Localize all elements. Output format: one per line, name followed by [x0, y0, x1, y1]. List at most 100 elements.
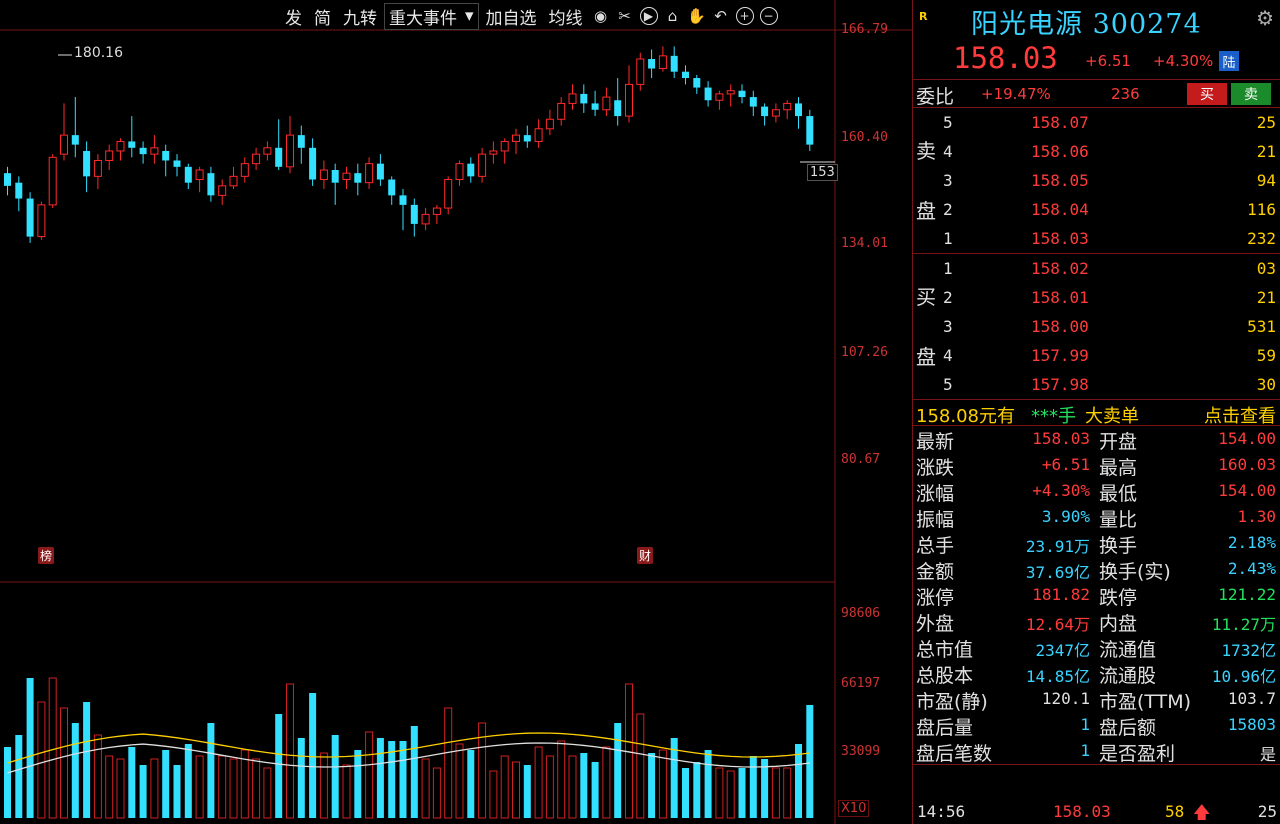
- buy-lvl: 5: [943, 375, 953, 394]
- stat-k1: 外盘: [916, 613, 955, 635]
- candle-body: [467, 163, 475, 177]
- zoom-out-icon[interactable]: −: [758, 5, 780, 27]
- stat-k1: 金额: [916, 561, 955, 583]
- stat-v2: 103.7: [1227, 689, 1276, 708]
- tag-icon[interactable]: ⌂: [667, 7, 678, 25]
- volume-bar: [783, 767, 792, 819]
- hand-icon[interactable]: ✋: [687, 7, 706, 25]
- chevron-down-icon: ▾: [465, 6, 474, 26]
- buy-row[interactable]: 4 157.99 59: [913, 341, 1280, 370]
- view-details-link[interactable]: 点击查看: [1204, 406, 1276, 427]
- stat-row: 振幅 3.90% 量比 1.30: [913, 504, 1280, 531]
- candle-body: [591, 103, 599, 110]
- sell-row[interactable]: 3 158.05 94: [913, 166, 1280, 195]
- event-marker-bang[interactable]: 榜: [38, 547, 55, 564]
- order-ratio-label: 委比: [916, 86, 955, 108]
- undo-icon[interactable]: ↶: [714, 7, 727, 25]
- stat-row: 涨跌 +6.51 最高 160.03: [913, 452, 1280, 479]
- sell-vol: 25: [1256, 113, 1276, 132]
- stat-k2: 最低: [1099, 483, 1138, 505]
- sell-row[interactable]: 2 158.04 116: [913, 195, 1280, 224]
- candle-body: [534, 128, 543, 142]
- buy-row[interactable]: 5 157.98 30: [913, 370, 1280, 399]
- moving-average-button[interactable]: 均线: [548, 8, 583, 29]
- volume-bar: [4, 747, 11, 818]
- stat-k1: 总市值: [916, 639, 974, 661]
- price-row: 158.03 +6.51 +4.30% 陆: [913, 38, 1280, 80]
- volume-bar: [128, 747, 136, 818]
- price-axis-label: 80.67: [841, 452, 881, 467]
- stat-row: 总股本 14.85亿 流通股 10.96亿: [913, 660, 1280, 687]
- buy-vol: 59: [1256, 346, 1276, 365]
- volume-bar: [557, 740, 566, 819]
- volume-bar: [771, 767, 780, 819]
- candle-body: [275, 147, 283, 167]
- candle-body: [105, 150, 114, 161]
- price-axis-label: 134.01: [841, 236, 888, 251]
- candle-body: [93, 159, 102, 177]
- volume-bar: [806, 705, 814, 818]
- candle-body: [229, 175, 238, 187]
- chart-toolbar: 发 简 九转 重大事件 ▾ 加自选 均线 ◉ ✂ ▶ ⌂ ✋ ↶ + −: [280, 2, 780, 30]
- volume-bar: [568, 755, 577, 819]
- candle-body: [444, 179, 453, 209]
- add-watchlist-button[interactable]: 加自选: [485, 8, 537, 29]
- buy-button[interactable]: 买: [1187, 83, 1227, 105]
- scissors-icon[interactable]: ✂: [618, 7, 631, 25]
- sell-row[interactable]: 1 158.03 232: [913, 224, 1280, 253]
- candle-body: [297, 135, 305, 148]
- candle-body: [682, 71, 689, 79]
- tick-count: 25: [1257, 802, 1277, 821]
- toolbar-jiuzhuan[interactable]: 九转: [343, 8, 377, 29]
- candle-body: [523, 135, 531, 142]
- buy-px: 158.00: [1031, 317, 1089, 336]
- stat-row: 涨停 181.82 跌停 121.22: [913, 582, 1280, 609]
- stat-k2: 流通值: [1099, 639, 1157, 661]
- gear-icon[interactable]: ⚙: [1256, 6, 1274, 30]
- eye-icon[interactable]: ◉: [594, 7, 608, 25]
- sell-row[interactable]: 5 158.07 25: [913, 108, 1280, 137]
- kline-svg[interactable]: [0, 0, 912, 824]
- volume-bar: [682, 768, 689, 818]
- volume-bar: [229, 758, 238, 819]
- price-axis-label: 160.40: [841, 130, 888, 145]
- volume-bar: [83, 702, 91, 818]
- kline-chart-area[interactable]: 发 简 九转 重大事件 ▾ 加自选 均线 ◉ ✂ ▶ ⌂ ✋ ↶ + − 166…: [0, 0, 912, 824]
- stat-v2: 15803: [1227, 715, 1276, 734]
- sell-button[interactable]: 卖: [1231, 83, 1271, 105]
- tick-volume: 58: [1165, 802, 1185, 821]
- buy-row[interactable]: 2 158.01 21: [913, 283, 1280, 312]
- volume-bar: [591, 762, 599, 818]
- volume-bar: [602, 746, 611, 819]
- tick-time: 14:56: [917, 802, 966, 821]
- major-events-dropdown[interactable]: 重大事件 ▾: [384, 2, 479, 30]
- sell-lvl: 2: [943, 200, 953, 219]
- volume-bar: [15, 735, 23, 818]
- sell-row[interactable]: 4 158.06 21: [913, 137, 1280, 166]
- volume-bar: [93, 734, 102, 819]
- stat-v1: 1: [1080, 715, 1090, 734]
- volume-bar: [105, 755, 114, 819]
- buy-row[interactable]: 1 158.02 03: [913, 254, 1280, 283]
- stat-k1: 盘后笔数: [916, 743, 993, 765]
- candle-body: [139, 147, 147, 155]
- buy-vol: 03: [1256, 259, 1276, 278]
- toolbar-fa[interactable]: 发: [285, 8, 302, 29]
- toolbar-jian[interactable]: 简: [314, 8, 331, 29]
- volume-bar: [173, 765, 181, 818]
- big-order-row[interactable]: 158.08元有 ***手 大卖单 点击查看: [913, 400, 1280, 427]
- play-icon[interactable]: ▶: [638, 5, 660, 27]
- buy-vol: 531: [1247, 317, 1276, 336]
- event-marker-cai[interactable]: 财: [637, 547, 654, 564]
- stat-k2: 量比: [1099, 509, 1138, 531]
- candle-body: [421, 213, 430, 225]
- volume-multiplier: X10: [838, 800, 870, 817]
- sell-vol: 232: [1247, 229, 1276, 248]
- buy-vol: 30: [1256, 375, 1276, 394]
- volume-ma-line: [7, 732, 810, 764]
- volume-bar: [195, 755, 204, 819]
- zoom-in-icon[interactable]: +: [734, 5, 756, 27]
- buy-row[interactable]: 3 158.00 531: [913, 312, 1280, 341]
- volume-bar: [263, 767, 272, 819]
- stat-k1: 总股本: [916, 665, 974, 687]
